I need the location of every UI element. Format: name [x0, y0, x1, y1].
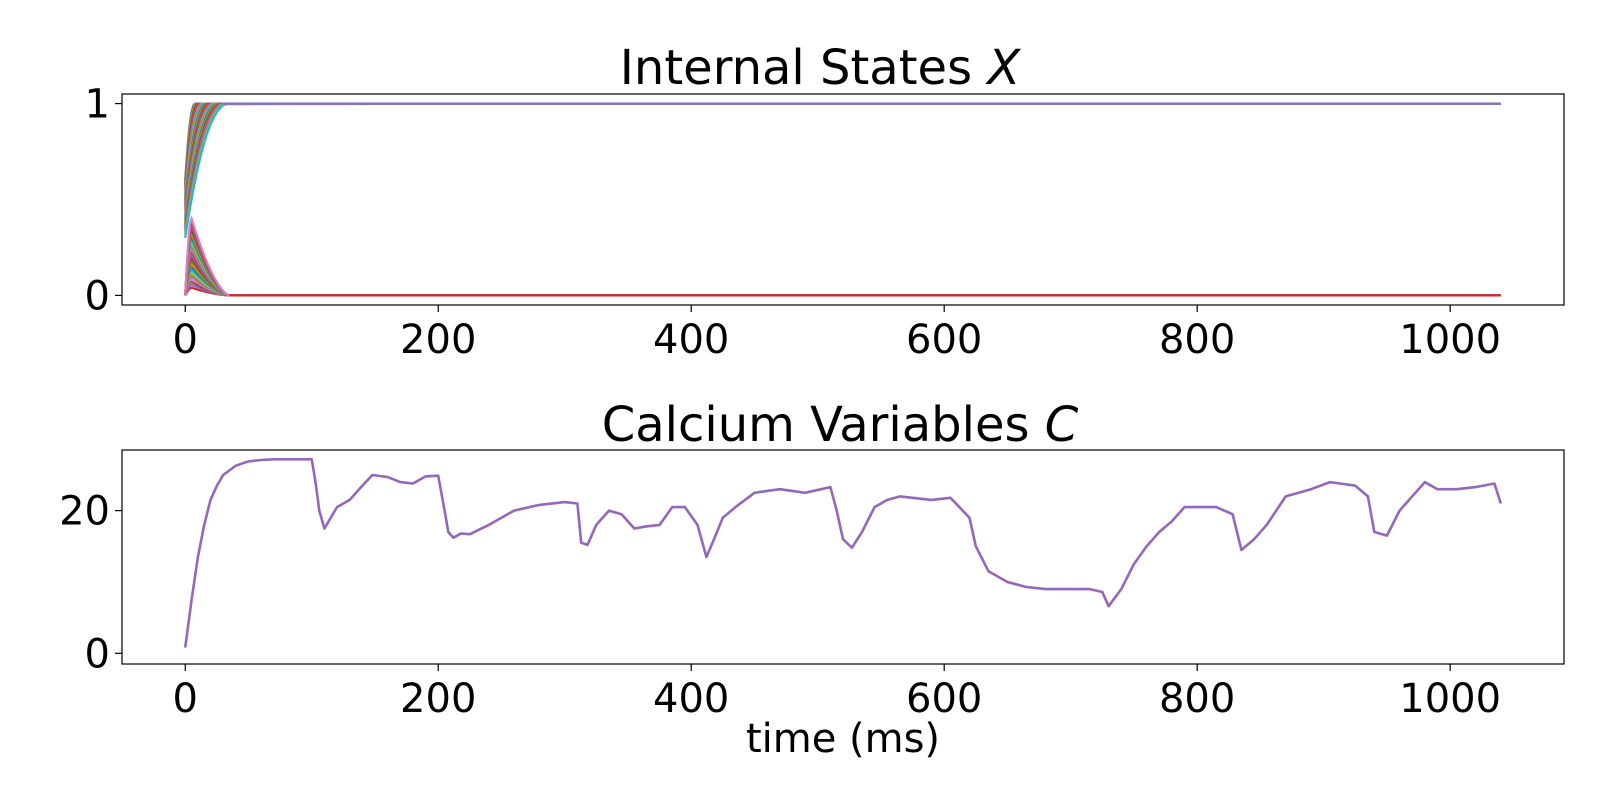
series-line	[184, 102, 1501, 223]
plot-area	[184, 102, 1501, 297]
series-line	[184, 102, 1501, 181]
x-tick-label: 800	[1159, 317, 1235, 363]
x-tick-label: 200	[400, 676, 476, 722]
y-tick-label: 0	[85, 631, 110, 677]
plot-area	[183, 457, 1503, 648]
series-line	[184, 265, 1501, 297]
series-line	[184, 102, 1501, 239]
series-line	[184, 237, 1501, 297]
series-line	[184, 102, 1501, 215]
chart-title: Calcium Variables C	[602, 397, 1079, 453]
series-line	[184, 255, 1501, 297]
y-tick-label: 1	[85, 82, 110, 128]
x-tick-label: 400	[653, 676, 729, 722]
series-line	[184, 218, 1501, 297]
series-line	[183, 457, 1503, 648]
x-tick-label: 800	[1159, 676, 1235, 722]
series-line	[184, 102, 1501, 183]
series-line	[184, 102, 1501, 207]
x-tick-label: 200	[400, 317, 476, 363]
series-line	[184, 274, 1501, 297]
chart-title: Internal States X	[620, 40, 1022, 96]
series-line	[184, 280, 1501, 297]
series-line	[184, 102, 1501, 197]
series-line	[184, 102, 1501, 225]
x-tick-label: 600	[906, 676, 982, 722]
series-line	[184, 102, 1501, 193]
series-line	[184, 271, 1501, 297]
series-line	[184, 258, 1501, 297]
y-tick-label: 20	[59, 489, 110, 535]
series-line	[184, 102, 1501, 185]
series-line	[184, 227, 1501, 297]
series-line	[184, 252, 1501, 297]
series-line	[184, 102, 1501, 209]
series-line	[184, 102, 1501, 191]
title-variable: C	[1045, 397, 1079, 453]
chart-internal-states: Internal States X 0 200 400 600 800 1000 0 1	[85, 40, 1565, 363]
chart-calcium-variables: Calcium Variables C 0 200 400 600 800 1000 0 20…	[59, 397, 1565, 762]
series-line	[184, 102, 1501, 221]
series-line	[184, 102, 1501, 219]
series-line	[184, 102, 1501, 189]
series-line	[184, 261, 1501, 297]
series-line	[184, 102, 1501, 195]
series-line	[184, 283, 1501, 297]
x-tick-label: 600	[906, 317, 982, 363]
series-line	[184, 102, 1501, 211]
title-variable: X	[984, 40, 1021, 96]
series-line	[184, 277, 1501, 297]
series-line	[184, 102, 1501, 233]
series-line	[184, 102, 1501, 235]
series-line	[184, 102, 1501, 187]
series-line	[184, 246, 1501, 297]
series-line	[184, 286, 1501, 297]
series-line	[184, 102, 1501, 205]
series-line	[184, 102, 1501, 203]
series-line	[184, 102, 1501, 199]
y-tick-label: 0	[85, 273, 110, 319]
series-line	[184, 102, 1501, 227]
series-line	[184, 102, 1501, 217]
series-line	[184, 240, 1501, 297]
series-line	[184, 102, 1501, 201]
series-line	[184, 224, 1501, 297]
x-tick-label: 1000	[1399, 317, 1501, 363]
series-line	[184, 243, 1501, 297]
axis-ticks: 0 200 400 600 800 1000 0 20	[59, 489, 1501, 722]
series-line	[184, 268, 1501, 297]
series-line	[184, 102, 1501, 229]
series-line	[184, 230, 1501, 297]
series-line	[184, 102, 1501, 213]
series-line	[184, 215, 1501, 297]
series-line	[184, 221, 1501, 297]
axes-frame	[121, 93, 1565, 306]
series-line	[184, 249, 1501, 297]
series-line	[184, 233, 1501, 297]
x-axis-label: time (ms)	[746, 716, 940, 762]
x-tick-label: 0	[173, 676, 198, 722]
axes-frame	[121, 449, 1565, 665]
series-line	[184, 102, 1501, 237]
axis-ticks: 0 200 400 600 800 1000 0 1	[85, 82, 1502, 363]
x-tick-label: 0	[173, 317, 198, 363]
x-tick-label: 1000	[1399, 676, 1501, 722]
x-tick-label: 400	[653, 317, 729, 363]
series-line	[184, 102, 1501, 231]
